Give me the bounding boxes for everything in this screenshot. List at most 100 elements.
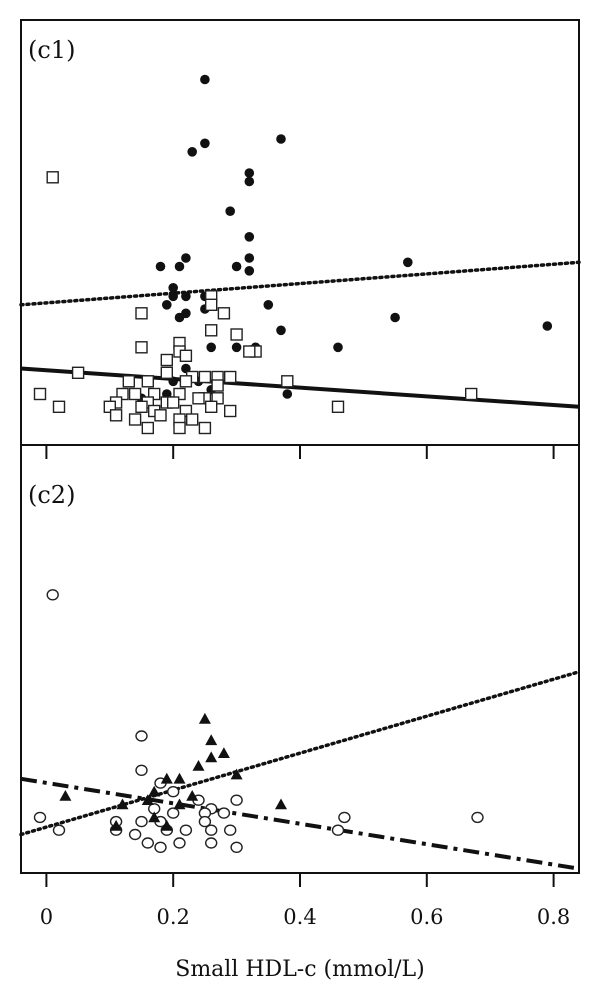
data-point-filled-circle — [181, 291, 191, 302]
data-point-open-circle — [331, 824, 345, 836]
data-point-open-square — [128, 387, 142, 401]
panel-c1-points — [33, 74, 553, 435]
panel-c1-frame — [20, 19, 580, 446]
data-point-open-square — [185, 413, 199, 426]
data-point-open-square — [160, 353, 174, 367]
data-point-filled-triangle — [205, 751, 218, 763]
data-point-open-circle — [154, 841, 167, 853]
data-point-open-circle — [338, 811, 351, 824]
panel-c2-trend-lines — [19, 670, 581, 871]
data-point-open-square — [179, 349, 193, 362]
data-point-filled-circle — [282, 389, 293, 399]
data-point-open-square — [192, 392, 205, 405]
data-point-open-square — [135, 341, 148, 354]
data-point-open-square — [33, 387, 47, 401]
data-point-filled-triangle — [116, 798, 129, 810]
data-point-filled-circle — [244, 253, 255, 263]
panel-c2-label: (c2) — [28, 481, 75, 509]
data-point-filled-triangle — [275, 798, 287, 810]
data-point-open-circle — [46, 589, 59, 601]
data-point-open-circle — [135, 730, 148, 742]
data-point-filled-circle — [276, 325, 286, 336]
data-point-filled-triangle — [59, 790, 72, 801]
data-point-open-circle — [128, 828, 142, 841]
data-point-filled-circle — [244, 232, 255, 242]
data-point-filled-circle — [174, 312, 185, 323]
x-tick-label: 0.6 — [410, 905, 443, 929]
data-point-open-square — [135, 307, 148, 320]
data-point-filled-triangle — [160, 819, 173, 831]
data-point-filled-circle — [263, 300, 274, 310]
data-point-open-square — [135, 400, 148, 413]
panel-c1: (c1) — [19, 19, 581, 446]
data-point-open-square — [154, 409, 167, 422]
data-point-open-circle — [179, 824, 193, 836]
data-point-filled-triangle — [192, 760, 205, 771]
data-point-open-square — [230, 328, 243, 341]
data-point-filled-circle — [225, 206, 235, 216]
data-point-filled-triangle — [173, 772, 186, 784]
data-point-open-square — [465, 387, 478, 401]
panel-c2-points — [33, 589, 484, 853]
data-point-filled-circle — [168, 283, 178, 293]
data-point-filled-triangle — [217, 747, 230, 758]
data-point-open-square — [179, 375, 193, 388]
data-point-open-square — [173, 387, 186, 401]
data-point-filled-circle — [231, 342, 242, 353]
data-point-open-square — [211, 392, 224, 405]
data-point-open-square — [211, 379, 224, 392]
data-point-open-circle — [52, 824, 66, 836]
data-point-filled-circle — [187, 147, 197, 157]
data-point-open-square — [147, 387, 161, 401]
data-point-filled-circle — [200, 138, 210, 149]
x-tick-label: 0 — [40, 905, 53, 929]
data-point-filled-triangle — [141, 794, 154, 805]
data-point-open-square — [141, 421, 155, 435]
data-point-open-circle — [141, 837, 155, 849]
data-point-open-circle — [135, 815, 148, 828]
data-point-filled-triangle — [148, 811, 161, 823]
x-tick-label: 0.4 — [283, 905, 316, 929]
data-point-open-circle — [166, 786, 180, 798]
data-point-open-circle — [230, 794, 243, 806]
data-point-open-square — [116, 387, 129, 401]
data-point-open-square — [109, 409, 123, 422]
data-point-open-square — [204, 298, 218, 311]
data-point-filled-circle — [390, 312, 400, 323]
x-axis: 0 0.2 0.4 0.6 0.8 — [40, 445, 570, 929]
data-point-open-circle — [471, 811, 484, 824]
data-point-filled-circle — [244, 176, 255, 187]
data-point-filled-circle — [168, 291, 178, 302]
data-point-open-square — [217, 307, 231, 320]
data-point-open-square — [160, 366, 174, 379]
data-point-open-circle — [217, 807, 231, 819]
data-point-open-square — [331, 400, 345, 413]
trend-line-dotted — [19, 670, 581, 837]
panel-c1-label: (c1) — [28, 36, 75, 64]
data-point-filled-triangle — [198, 712, 211, 724]
data-point-filled-circle — [231, 261, 242, 272]
data-point-open-square — [223, 370, 237, 384]
data-point-filled-circle — [244, 168, 255, 178]
data-point-filled-triangle — [173, 798, 186, 810]
data-point-open-circle — [230, 841, 243, 853]
data-point-open-square — [46, 171, 59, 184]
data-point-open-square — [198, 421, 212, 435]
data-point-open-circle — [166, 807, 180, 819]
data-point-open-square — [179, 404, 193, 418]
data-point-filled-triangle — [110, 819, 123, 831]
trend-line-solid — [20, 366, 580, 409]
data-point-open-square — [204, 324, 218, 337]
panel-c2-frame — [20, 444, 580, 874]
data-point-open-square — [223, 404, 237, 418]
data-point-filled-circle — [174, 261, 185, 272]
data-point-open-square — [198, 370, 212, 384]
data-point-open-square — [103, 400, 117, 413]
data-point-filled-circle — [244, 266, 255, 276]
data-point-open-square — [281, 375, 294, 388]
trend-line-dotted — [19, 260, 581, 307]
data-point-filled-circle — [181, 253, 191, 263]
data-point-open-square — [141, 375, 155, 388]
data-point-open-square — [71, 366, 85, 379]
data-point-open-square — [173, 421, 186, 435]
